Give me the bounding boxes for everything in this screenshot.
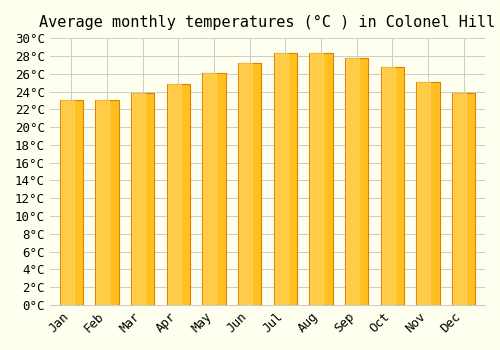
Bar (238, 63, 261, 305)
Bar (345, 58, 368, 305)
Bar (202, 73, 226, 305)
Bar (274, 53, 297, 305)
Bar (60, 100, 83, 305)
Bar (132, 93, 145, 305)
Bar (168, 84, 180, 305)
Bar (418, 82, 430, 305)
Bar (310, 53, 323, 305)
Bar (416, 82, 440, 305)
Bar (239, 63, 252, 305)
Bar (380, 66, 404, 305)
Bar (346, 58, 359, 305)
Bar (275, 53, 287, 305)
Bar (204, 73, 216, 305)
Bar (453, 93, 466, 305)
Bar (452, 93, 475, 305)
Bar (382, 66, 394, 305)
Bar (96, 99, 109, 305)
Title: Average monthly temperatures (°C ) in Colonel Hill: Average monthly temperatures (°C ) in Co… (40, 15, 496, 30)
Bar (131, 93, 154, 305)
Bar (166, 84, 190, 305)
Bar (310, 53, 332, 305)
Bar (61, 100, 74, 305)
Bar (96, 99, 118, 305)
